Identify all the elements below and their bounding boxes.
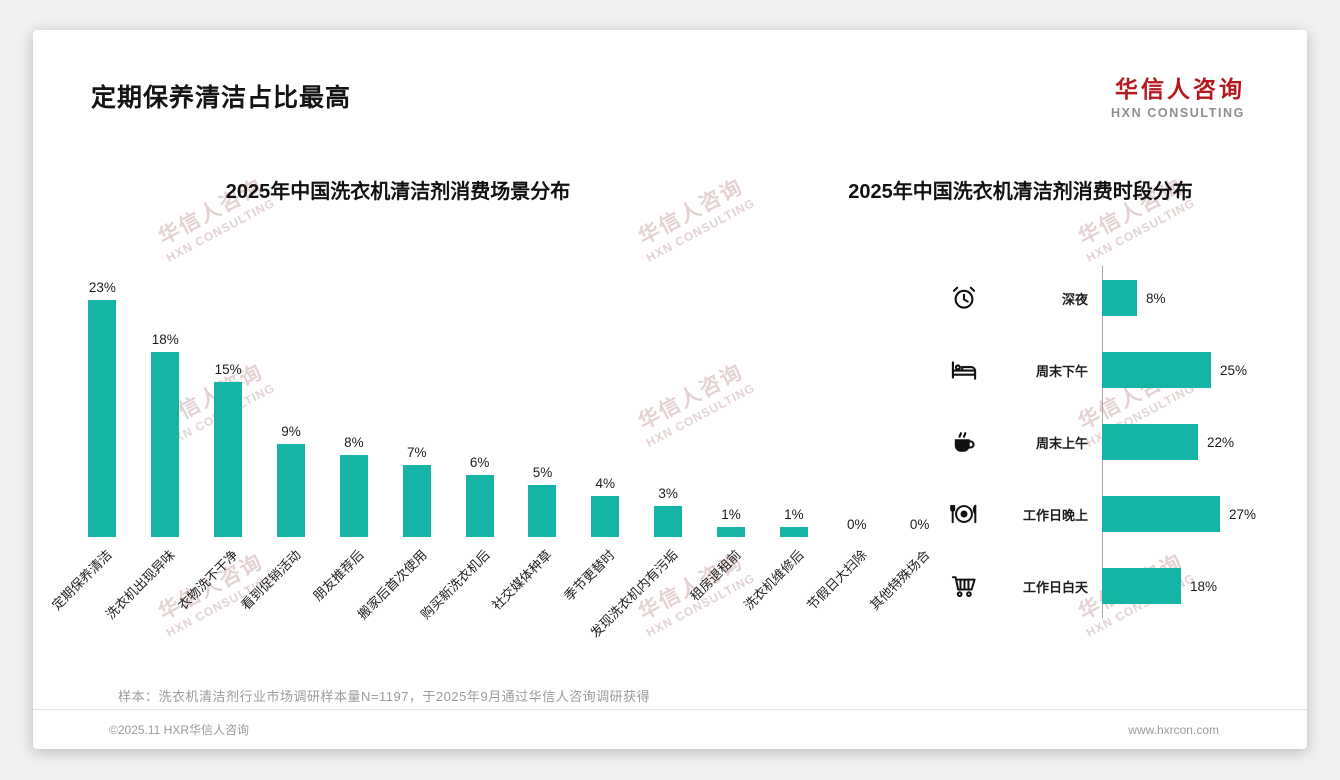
- bar-value-label: 7%: [406, 445, 427, 460]
- page-title: 定期保养清洁占比最高: [91, 84, 352, 112]
- time-category-label: 周末下午: [1035, 363, 1088, 379]
- sample-note: 样本：洗衣机清洁剂行业市场调研样本量N=1197，于2025年9月通过华信人咨询…: [118, 689, 651, 704]
- bar: [654, 506, 683, 537]
- time-row: 工作日晚上 27%: [938, 478, 1298, 550]
- bar-category-label: 看到促销活动: [237, 547, 304, 613]
- bar: [88, 300, 117, 537]
- bar-value-label: 0%: [909, 517, 930, 532]
- bar-value-label: 6%: [469, 455, 490, 470]
- bar-area: 27%: [1102, 496, 1298, 532]
- bar-value-label: 8%: [344, 435, 364, 450]
- bar-column: 0% 其他特殊场合: [867, 270, 951, 613]
- bar-column: 18% 洗衣机出现异味: [103, 270, 197, 622]
- bar-category-label: 发现洗衣机内有污垢: [587, 547, 681, 641]
- bar-value-label: 3%: [658, 486, 678, 501]
- bar-value-label: 23%: [88, 280, 116, 295]
- logo-text-en: HXN CONSULTING: [1111, 106, 1245, 120]
- bar: [277, 444, 305, 537]
- time-row: 周末下午 25%: [938, 334, 1298, 406]
- bar-area: 18%: [1102, 568, 1298, 604]
- bar: [339, 455, 368, 537]
- time-row: 工作日白天 18%: [938, 550, 1298, 622]
- logo-text-cn: 华信人咨询: [1115, 76, 1245, 102]
- bar-column: 15% 衣物洗不干净: [175, 270, 260, 613]
- bar-value-label: 22%: [1207, 434, 1235, 450]
- scene-chart-title: 2025年中国洗衣机清洁剂消费场景分布: [225, 181, 571, 203]
- bar-value-label: 0%: [846, 517, 867, 532]
- bar: [779, 527, 808, 537]
- bar: [591, 496, 620, 537]
- bar-area: 22%: [1102, 424, 1298, 460]
- time-row: 周末上午 22%: [938, 406, 1298, 478]
- bar-value-label: 4%: [595, 476, 616, 491]
- bar-column: 9% 看到促销活动: [238, 270, 323, 613]
- bar-column: 4% 季节更替时: [561, 270, 637, 604]
- footer-copyright: ©2025.11 HXR华信人咨询: [109, 723, 249, 737]
- bar: [151, 352, 180, 537]
- time-chart-rows: 深夜 8% 周末下午 25% 周末上午 22% 工作日晚上 27% 工作日白天 18%: [938, 262, 1298, 622]
- time-category-label: 工作日白天: [1022, 579, 1088, 595]
- bar: [528, 485, 557, 537]
- coffee-cup-icon: [938, 428, 990, 456]
- bar-value-label: 15%: [214, 362, 242, 377]
- bar-column: 6% 购买新洗衣机后: [417, 270, 511, 622]
- bar-value-label: 8%: [1146, 290, 1166, 306]
- shopping-cart-icon: [938, 572, 990, 600]
- time-category-label: 周末上午: [1035, 435, 1088, 451]
- bar-column: 1% 洗衣机维修后: [741, 270, 825, 613]
- bar: [402, 465, 431, 537]
- time-category-label: 深夜: [1061, 291, 1088, 307]
- bar-category-label: 其他特殊场合: [866, 547, 933, 613]
- bar-column: 5% 社交媒体种草: [489, 270, 574, 613]
- bar: [1102, 280, 1137, 316]
- time-chart-title: 2025年中国洗衣机清洁剂消费时段分布: [848, 181, 1193, 203]
- alarm-clock-icon: [938, 284, 990, 312]
- footer-url: www.hxrcon.com: [1128, 722, 1219, 737]
- bed-icon: [938, 356, 990, 384]
- bar: [1102, 496, 1220, 532]
- company-logo: 华信人咨询 HXN CONSULTING: [1111, 70, 1245, 120]
- bar-category-label: 社交媒体种草: [489, 547, 556, 613]
- bar-value-label: 18%: [151, 332, 179, 347]
- bar-column: 7% 搬家后首次使用: [354, 270, 448, 622]
- bar-value-label: 5%: [532, 465, 553, 480]
- bar-value-label: 1%: [784, 507, 804, 522]
- bar: [465, 475, 494, 537]
- bar-value-label: 25%: [1220, 362, 1248, 378]
- scene-chart-bars: 23% 定期保养清洁 18% 洗衣机出现异味 15% 衣物洗不干净 9% 看到促销活动 8% 朋友…: [49, 270, 951, 640]
- dining-plate-icon: [938, 500, 990, 528]
- bar-area: 25%: [1102, 352, 1298, 388]
- slide-card: 华信人咨询 HXN CONSULTING 华信人咨询 HXN CONSULTING 华信…: [33, 30, 1307, 749]
- bar-value-label: 27%: [1229, 506, 1257, 522]
- bar-column: 0% 节假日大扫除: [804, 270, 888, 613]
- footer: ©2025.11 HXR华信人咨询 www.hxrcon.com: [33, 709, 1307, 749]
- time-row: 深夜 8%: [938, 262, 1298, 334]
- bar-area: 8%: [1102, 280, 1298, 316]
- scene-chart: 23% 定期保养清洁 18% 洗衣机出现异味 15% 衣物洗不干净 9% 看到促销活动 8% 朋友…: [49, 270, 951, 640]
- bar: [214, 382, 243, 537]
- bar-column: 23% 定期保养清洁: [49, 270, 134, 613]
- bar: [1102, 568, 1181, 604]
- bar: [717, 527, 746, 537]
- bar-value-label: 18%: [1190, 578, 1218, 594]
- bar: [1102, 352, 1211, 388]
- bar-column: 1% 租房退租前: [687, 270, 763, 604]
- time-category-label: 工作日晚上: [1022, 507, 1088, 523]
- bar-column: 8% 朋友推荐后: [310, 270, 385, 604]
- bar-column: 3% 发现洗衣机内有污垢: [588, 270, 700, 640]
- bar-value-label: 9%: [281, 424, 301, 439]
- time-chart: 深夜 8% 周末下午 25% 周末上午 22% 工作日晚上 27% 工作日白天 18%: [938, 262, 1298, 622]
- bar-value-label: 1%: [721, 507, 741, 522]
- bar: [1102, 424, 1198, 460]
